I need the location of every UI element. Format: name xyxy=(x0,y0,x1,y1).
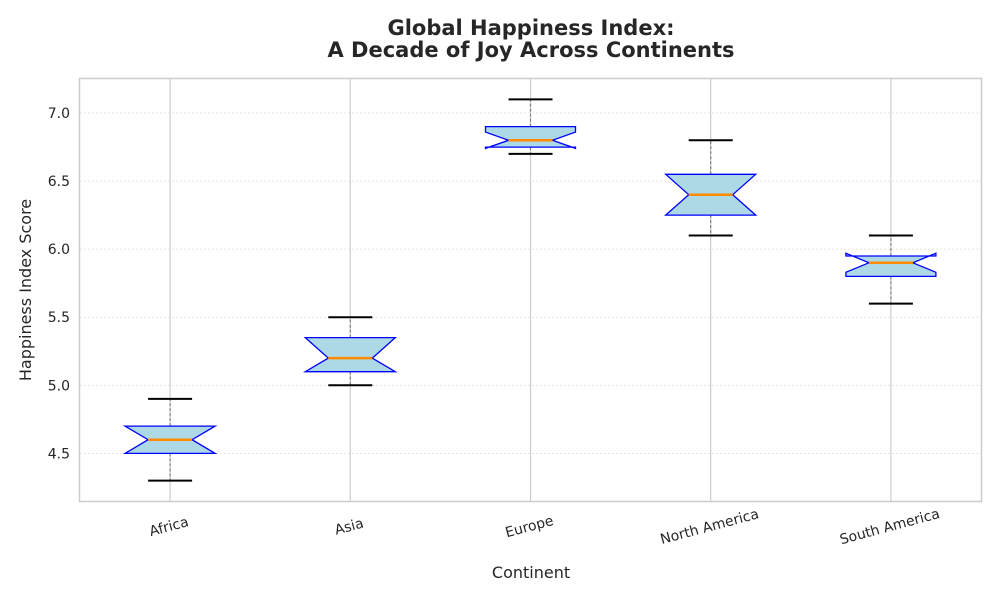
y-tick-label: 6.0 xyxy=(48,242,70,258)
x-tick-label: Asia xyxy=(333,516,365,539)
box-group xyxy=(302,316,398,387)
y-tick-label: 5.5 xyxy=(48,310,70,326)
y-tick-label: 5.0 xyxy=(48,378,70,394)
box-group xyxy=(484,98,577,155)
box-group xyxy=(845,234,937,305)
box-body xyxy=(845,252,937,278)
x-tick-label: North America xyxy=(659,506,761,548)
box-body xyxy=(484,125,577,150)
box-group xyxy=(122,397,218,482)
y-tick-label: 6.5 xyxy=(48,174,70,190)
tick-layer: 4.5 5.0 5.5 6.0 6.5 7.0 Africa Asia Europe North … xyxy=(48,106,942,548)
plot-frame xyxy=(78,77,983,503)
x-tick-label: Africa xyxy=(148,514,191,540)
box-layer xyxy=(122,98,937,482)
x-tick-label: South America xyxy=(838,506,942,548)
chart-title-line-1: Global Happiness Index: xyxy=(387,16,674,40)
chart-title-line-2: A Decade of Joy Across Continents xyxy=(327,38,734,62)
box-group xyxy=(663,139,758,237)
y-axis-label: Happiness Index Score xyxy=(16,199,35,381)
box-body xyxy=(302,336,398,373)
y-tick-label: 7.0 xyxy=(48,106,70,122)
y-tick-label: 4.5 xyxy=(48,446,70,462)
x-tick-label: Europe xyxy=(504,513,556,541)
x-axis-label: Continent xyxy=(492,563,570,582)
